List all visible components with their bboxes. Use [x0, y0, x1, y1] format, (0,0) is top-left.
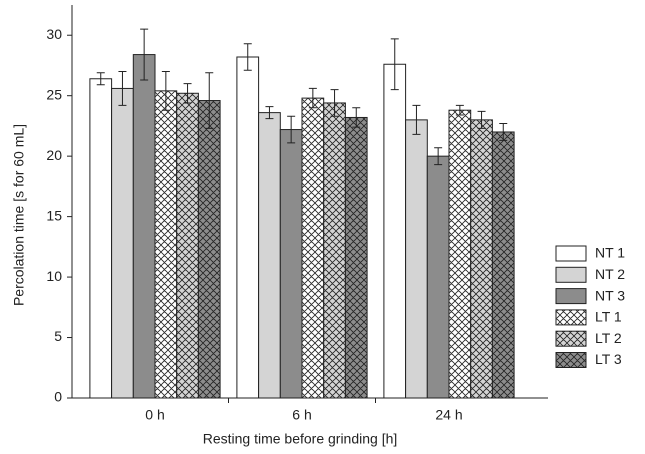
- y-tick-label: 10: [46, 268, 62, 284]
- bar: [197, 100, 221, 399]
- bar: [470, 119, 493, 399]
- y-tick-label: 25: [46, 86, 62, 102]
- legend-swatch: [555, 266, 587, 283]
- bar: [111, 87, 134, 399]
- error-bar: [455, 104, 464, 116]
- legend-swatch: [555, 330, 587, 347]
- bar: [448, 109, 472, 399]
- error-bar: [477, 110, 486, 129]
- y-tick-label: 30: [46, 26, 62, 42]
- y-tick-label: 5: [54, 328, 62, 344]
- y-tick-label: 15: [46, 207, 62, 223]
- bar: [301, 97, 325, 399]
- x-axis-label: Resting time before grinding [h]: [203, 431, 398, 447]
- bar: [426, 155, 450, 399]
- bar: [323, 102, 346, 399]
- legend-swatch: [555, 245, 587, 262]
- legend-label: LT 3: [595, 351, 622, 367]
- error-bar: [352, 107, 361, 128]
- legend-swatch: [555, 288, 587, 305]
- bar: [154, 90, 178, 399]
- error-bar: [96, 72, 105, 86]
- error-bar: [330, 89, 339, 117]
- y-tick-label: 20: [46, 147, 62, 163]
- error-bar: [243, 43, 252, 71]
- bar: [344, 116, 368, 399]
- error-bar: [265, 106, 274, 120]
- bar: [132, 54, 156, 399]
- bar: [405, 119, 428, 399]
- x-tick-label: 0 h: [145, 407, 164, 423]
- bar: [383, 63, 407, 399]
- x-tick-label: 6 h: [292, 407, 311, 423]
- bar: [279, 129, 303, 399]
- error-bar: [434, 147, 443, 166]
- legend-label: NT 2: [595, 266, 625, 282]
- error-bar: [499, 123, 508, 141]
- error-bar: [183, 83, 192, 104]
- bar: [491, 131, 515, 399]
- legend-label: NT 3: [595, 287, 625, 303]
- legend-label: LT 1: [595, 309, 622, 325]
- error-bar: [140, 28, 149, 81]
- error-bar: [287, 115, 296, 144]
- y-axis-label: Percolation time [s for 60 mL]: [11, 124, 27, 306]
- error-bar: [308, 87, 317, 109]
- legend-label: NT 1: [595, 245, 625, 261]
- error-bar: [205, 72, 214, 129]
- bar: [176, 92, 199, 399]
- error-bar: [412, 104, 421, 135]
- x-tick-label: 24 h: [435, 407, 462, 423]
- bar: [89, 78, 113, 399]
- bar: [258, 112, 281, 399]
- legend-label: LT 2: [595, 330, 622, 346]
- bar: [236, 56, 260, 399]
- error-bar: [390, 38, 399, 91]
- legend-swatch: [555, 352, 587, 368]
- legend-swatch: [555, 309, 587, 326]
- error-bar: [161, 71, 170, 111]
- y-tick-label: 0: [54, 389, 62, 405]
- error-bar: [118, 71, 127, 106]
